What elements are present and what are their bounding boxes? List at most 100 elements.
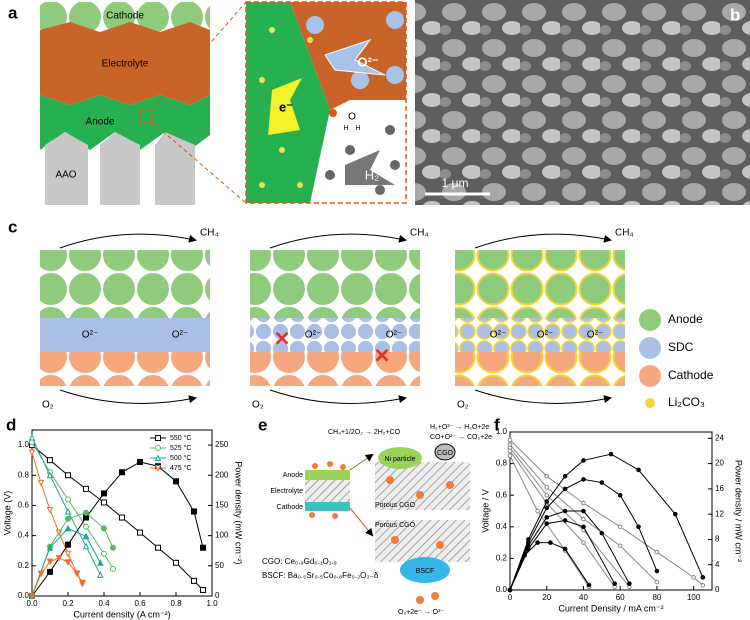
y2-tick-label: 20: [715, 459, 724, 468]
x-tick-label: 0.2: [62, 599, 74, 608]
panel-c-stacks: ✕ ✕: [40, 233, 661, 408]
marker: [617, 524, 623, 530]
series-line: [31, 512, 114, 597]
y2-tick-label: 0: [215, 591, 220, 600]
marker: [599, 530, 605, 536]
marker: [37, 570, 45, 578]
reaction: CH₄+1/2O₂ → 2H₂+CO: [328, 429, 401, 436]
ion-label: O²⁻: [386, 330, 402, 341]
gas-label: CH₄: [410, 228, 429, 239]
y2-tick-label: 12: [715, 509, 724, 518]
marker: [507, 453, 513, 459]
marker: [654, 568, 660, 574]
marker: [522, 552, 527, 558]
series-line: [509, 447, 630, 588]
marker: [700, 582, 706, 588]
marker: [82, 532, 90, 540]
marker: [65, 541, 71, 548]
marker: [73, 570, 81, 578]
legend-marker: [155, 435, 161, 441]
marker: [65, 496, 71, 503]
panel-a-inset: [245, 1, 407, 204]
marker: [137, 529, 143, 536]
legend-label: SDC: [668, 340, 694, 354]
legend-label: 475 °C: [170, 464, 191, 472]
y2-tick-label: 24: [715, 433, 724, 442]
layer-label: AAO: [55, 170, 76, 181]
formula: BSCF: Ba₀.₅Sr₀.₅Co₀.₈Fe₀.₂O₃₋δ: [262, 571, 379, 580]
layer-label: Anode: [283, 472, 303, 479]
series-line: [31, 437, 101, 576]
marker: [97, 559, 104, 566]
marker: [65, 515, 71, 522]
y-tick-label: 0.4: [496, 522, 508, 531]
marker: [101, 525, 107, 532]
ion-label: O²⁻: [172, 330, 188, 341]
marker: [636, 467, 641, 473]
legend-label: Cathode: [668, 368, 714, 382]
legend-label: 525 °C: [170, 444, 191, 452]
x-axis-label: Current density (A cm⁻²): [73, 609, 170, 619]
scale-bar-label: 1 μm: [442, 176, 469, 190]
panel-label: c: [8, 217, 17, 236]
series-line: [509, 450, 616, 588]
series-line: [509, 478, 658, 591]
marker: [46, 558, 54, 566]
marker: [28, 433, 36, 441]
marker: [544, 515, 550, 520]
marker: [119, 469, 125, 476]
marker: [544, 499, 550, 504]
x-tick-label: 80: [652, 593, 661, 602]
marker: [137, 458, 143, 465]
gas-label: CH₄: [615, 228, 634, 239]
ion-label: O²⁻: [82, 330, 98, 341]
marker: [200, 544, 206, 551]
marker: [101, 499, 107, 506]
marker: [507, 448, 513, 454]
legend-label: Anode: [668, 312, 703, 326]
marker: [82, 542, 90, 550]
layer-label: Electrolyte: [102, 59, 149, 70]
marker: [110, 565, 116, 572]
marker: [700, 575, 706, 580]
marker: [562, 518, 568, 523]
marker: [544, 492, 550, 498]
y2-tick-label: 200: [215, 470, 229, 479]
formula: CGO: Ce₀.₉Gd₀.₁O₁.₉: [262, 557, 337, 566]
y-tick-label: 0.2: [18, 561, 30, 570]
marker: [627, 581, 632, 586]
marker: [83, 514, 89, 521]
part-label: Porous CGO: [375, 502, 416, 509]
x-tick-label: 0.0: [26, 599, 38, 608]
marker: [562, 546, 568, 552]
marker: [46, 471, 54, 479]
marker: [581, 477, 586, 482]
series-line: [31, 557, 83, 597]
marker: [173, 478, 179, 485]
y-tick-label: 0.0: [496, 585, 508, 594]
series-line: [509, 444, 658, 583]
marker: [47, 457, 53, 464]
legend-marker: [155, 445, 161, 451]
y-tick-label: 0.4: [18, 531, 30, 540]
atom-label: H: [355, 125, 360, 132]
marker: [46, 506, 54, 514]
x-tick-label: 40: [579, 593, 588, 602]
reaction: O₂+2e⁻ → O²⁻: [398, 609, 444, 616]
y2-tick-label: 0: [715, 585, 720, 594]
marker: [526, 546, 531, 552]
marker: [617, 543, 623, 549]
marker: [65, 472, 71, 479]
electron-label: e⁻: [279, 99, 293, 114]
marker: [83, 509, 89, 516]
marker: [581, 458, 586, 463]
y-tick-label: 0.8: [18, 470, 30, 479]
plot-frame: [31, 429, 213, 597]
marker: [173, 559, 179, 566]
hydrogen-label: H₂: [365, 167, 379, 182]
atom-label: O: [348, 112, 356, 123]
reaction: H₂+O²⁻ → H₂O+2e: [430, 424, 489, 431]
layer-label: Cathode: [277, 504, 304, 511]
marker: [101, 550, 107, 557]
marker: [64, 559, 72, 566]
